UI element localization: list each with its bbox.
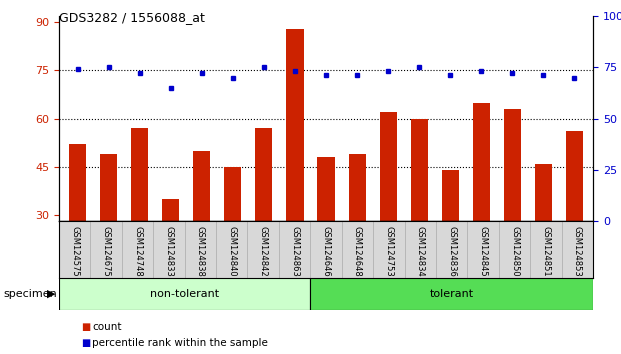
Text: GSM124646: GSM124646: [322, 226, 330, 276]
Text: non-tolerant: non-tolerant: [150, 289, 219, 299]
Text: tolerant: tolerant: [430, 289, 474, 299]
Bar: [193, 151, 211, 311]
FancyBboxPatch shape: [310, 278, 593, 310]
Text: specimen: specimen: [3, 289, 57, 299]
Text: GSM124853: GSM124853: [573, 226, 582, 276]
Text: GSM124675: GSM124675: [102, 226, 111, 276]
Bar: [317, 157, 335, 311]
Bar: [504, 109, 521, 311]
Text: GSM124851: GSM124851: [542, 226, 550, 276]
Text: GSM124840: GSM124840: [227, 226, 236, 276]
FancyBboxPatch shape: [59, 278, 310, 310]
Text: GSM124838: GSM124838: [196, 226, 205, 277]
Text: GSM124850: GSM124850: [510, 226, 519, 276]
Text: GSM124753: GSM124753: [384, 226, 393, 276]
Text: GSM124575: GSM124575: [70, 226, 79, 276]
Bar: [379, 112, 397, 311]
Bar: [442, 170, 459, 311]
Text: GSM124748: GSM124748: [133, 226, 142, 276]
Text: GSM124833: GSM124833: [165, 226, 173, 277]
Bar: [131, 128, 148, 311]
Bar: [410, 119, 428, 311]
Text: ■: ■: [81, 322, 90, 332]
Bar: [255, 128, 273, 311]
Text: ■: ■: [81, 338, 90, 348]
Bar: [69, 144, 86, 311]
Text: GSM124845: GSM124845: [479, 226, 487, 276]
Bar: [224, 167, 242, 311]
Text: GSM124842: GSM124842: [259, 226, 268, 276]
Bar: [348, 154, 366, 311]
Bar: [566, 131, 583, 311]
Text: percentile rank within the sample: percentile rank within the sample: [92, 338, 268, 348]
Bar: [100, 154, 117, 311]
Text: GSM124836: GSM124836: [447, 226, 456, 277]
Text: GSM124863: GSM124863: [290, 226, 299, 277]
Text: ▶: ▶: [47, 289, 56, 299]
Bar: [162, 199, 179, 311]
Bar: [535, 164, 552, 311]
Bar: [473, 103, 490, 311]
Text: GSM124648: GSM124648: [353, 226, 362, 276]
Text: GDS3282 / 1556088_at: GDS3282 / 1556088_at: [59, 11, 205, 24]
Text: count: count: [92, 322, 122, 332]
Text: GSM124834: GSM124834: [416, 226, 425, 276]
Bar: [286, 29, 304, 311]
